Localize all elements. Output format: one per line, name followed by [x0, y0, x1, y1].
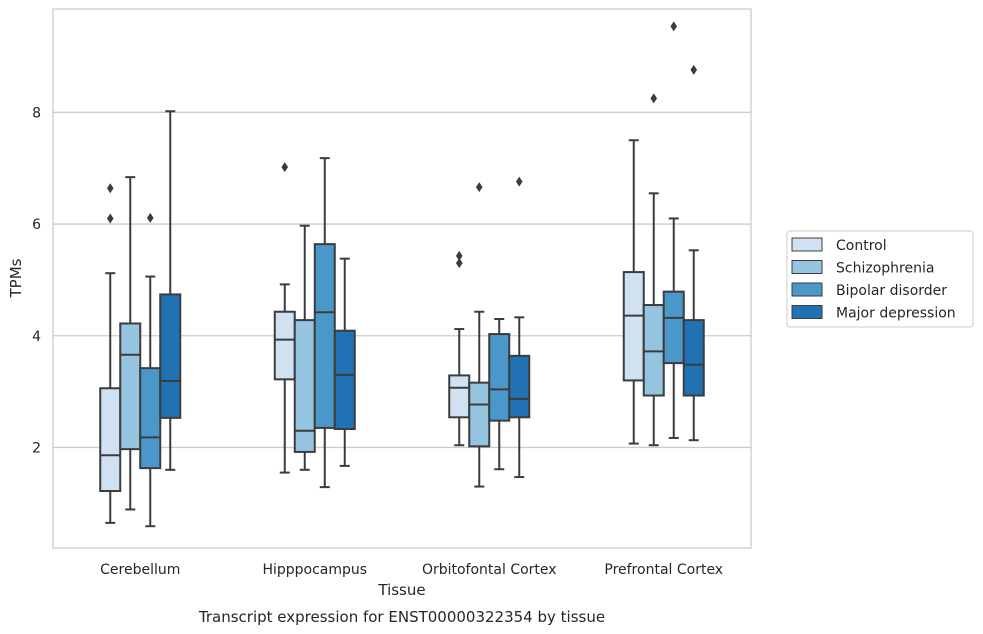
legend-label: Schizophrenia	[836, 261, 934, 277]
x-axis-label: Tissue	[377, 581, 425, 599]
box-bipolar-disorder-1	[313, 157, 336, 489]
y-axis-label: TPMs	[7, 258, 25, 298]
x-tick-label: Cerebellum	[100, 562, 180, 578]
outlier-point	[106, 183, 114, 194]
box	[273, 310, 296, 381]
box	[468, 381, 491, 448]
y-tick-label: 2	[32, 440, 41, 456]
legend-swatch	[791, 305, 823, 319]
box	[99, 387, 122, 493]
box-major-depression-0	[159, 110, 182, 471]
box-groups	[99, 21, 705, 528]
x-tick-label: Orbitofontal Cortex	[422, 562, 557, 578]
y-tick-labels: 2 4 6 8	[32, 105, 41, 456]
box-major-depression-3	[682, 64, 705, 442]
legend-swatch	[791, 282, 823, 297]
y-tick-label: 8	[32, 105, 41, 121]
box-schizophrenia-0	[119, 176, 142, 511]
box-control-0	[99, 183, 122, 524]
box-major-depression-1	[333, 257, 356, 467]
legend-swatch	[791, 237, 823, 252]
box	[119, 322, 142, 451]
y-tick-label: 4	[32, 329, 41, 345]
box	[662, 290, 685, 365]
legend-label: Major depression	[836, 306, 956, 322]
box	[682, 319, 705, 397]
outlier-point	[281, 162, 289, 173]
box	[642, 304, 665, 397]
box	[159, 293, 182, 419]
legend: Control Schizophrenia Bipolar disorder Majo…	[786, 230, 974, 328]
legend-swatch	[791, 260, 823, 274]
x-tick-label: Hipppocampus	[262, 562, 367, 578]
outlier-point	[475, 182, 483, 193]
box-schizophrenia-3	[642, 93, 665, 447]
legend-label: Bipolar disorder	[836, 283, 947, 299]
legend-frame	[786, 230, 974, 328]
box	[333, 329, 356, 431]
box	[508, 354, 531, 419]
chart-caption: Transcript expression for ENST0000032235…	[198, 608, 605, 626]
box-bipolar-disorder-3	[662, 21, 685, 439]
x-tick-labels: Cerebellum Hipppocampus Orbitofontal Corte…	[100, 562, 723, 578]
outlier-point	[106, 213, 114, 224]
box	[293, 319, 316, 453]
y-tick-label: 6	[32, 217, 41, 233]
box	[448, 374, 471, 419]
box	[622, 271, 645, 382]
outlier-point	[690, 64, 698, 75]
legend-label: Control	[836, 238, 887, 254]
box	[313, 243, 336, 429]
box-schizophrenia-2	[468, 182, 491, 488]
outlier-point	[455, 250, 463, 261]
box-schizophrenia-1	[293, 224, 316, 471]
outlier-point	[650, 93, 658, 104]
outlier-point	[515, 176, 523, 187]
box-control-2	[448, 250, 471, 447]
outlier-point	[670, 21, 678, 32]
outlier-point	[146, 212, 154, 223]
outlier-point	[455, 258, 463, 269]
box	[139, 367, 162, 470]
x-tick-label: Prefrontal Cortex	[604, 562, 723, 578]
box	[488, 333, 511, 422]
box-major-depression-2	[508, 176, 531, 479]
box-control-1	[273, 162, 296, 474]
